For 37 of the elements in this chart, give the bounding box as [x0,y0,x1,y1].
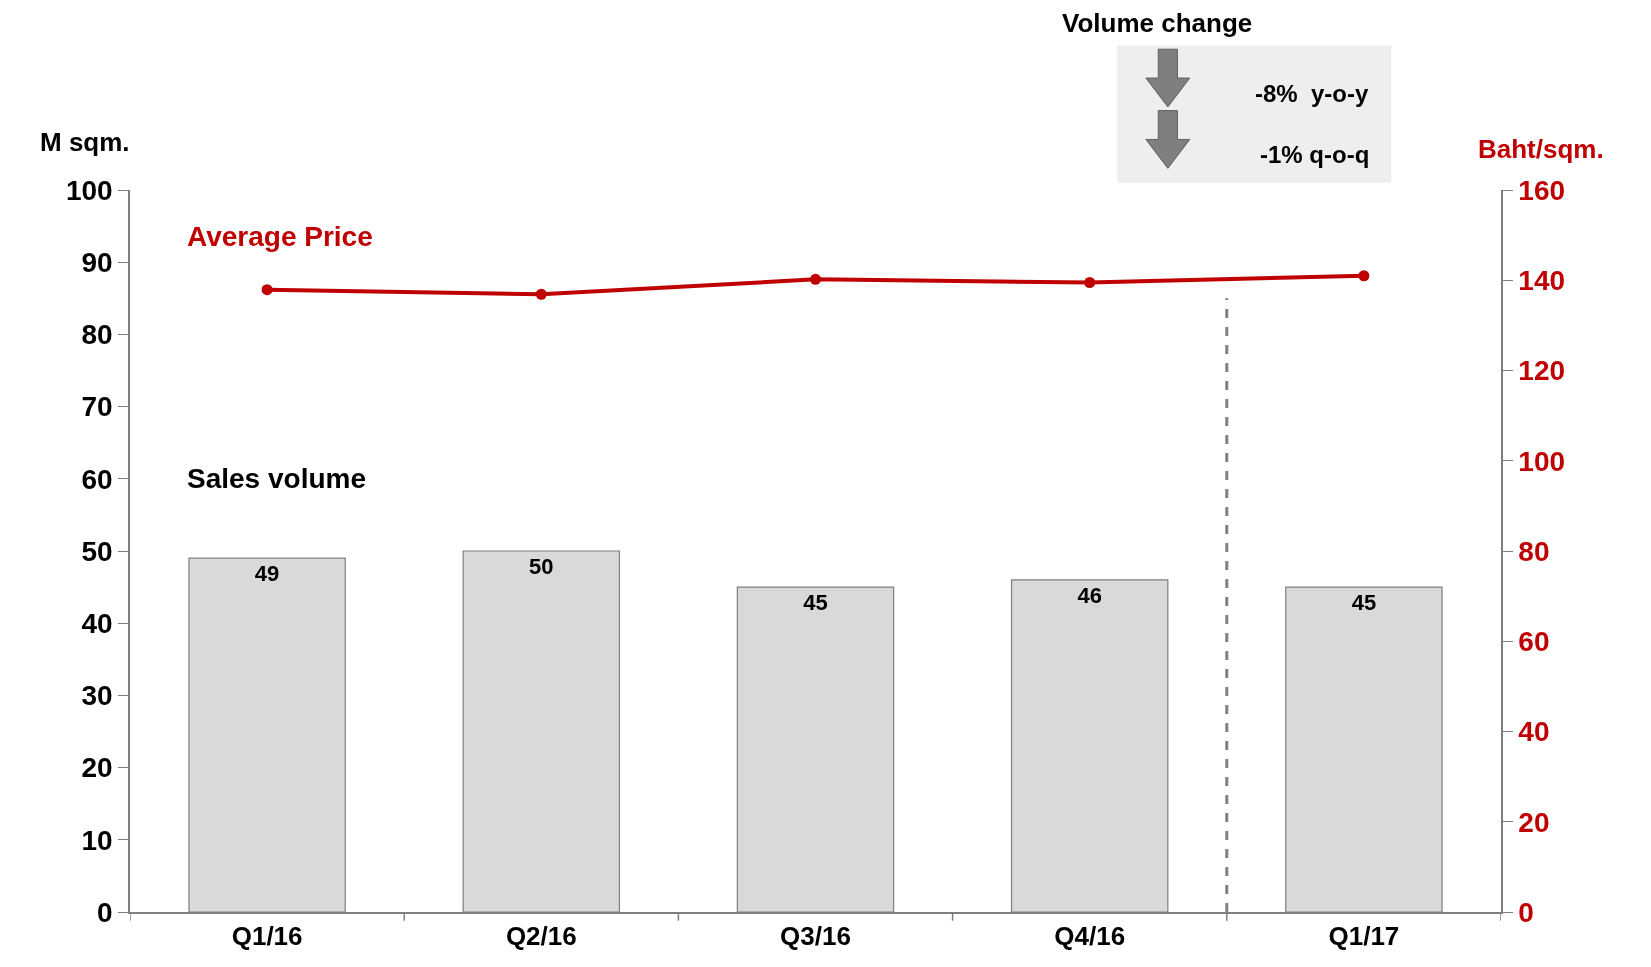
y-tick-label: 50 [81,535,113,567]
x-tick-label: Q4/16 [1054,920,1126,951]
y-axis-title: M sqm. [40,127,130,157]
y-tick-label: 80 [81,319,113,351]
text: Volume change [1062,8,1253,38]
y-tick-label: 100 [65,174,113,206]
y2-tick-label: 0 [1518,896,1534,928]
y2-axis-title: Baht/sqm. [1478,134,1604,164]
y-tick-label: 90 [81,247,113,278]
y2-tick-label: 40 [1518,716,1550,748]
x-tick-label: Q2/16 [505,920,577,951]
y-tick-label: 10 [81,824,113,856]
y2-tick-label: 60 [1518,626,1550,658]
x-tick-label: Q1/16 [231,920,303,951]
text: Sales volume [187,463,366,494]
y-tick-label: 60 [81,463,113,495]
data-label: 45 [803,590,828,616]
y2-tick-label: 80 [1518,535,1550,567]
data-label: 46 [1077,582,1102,608]
y2-tick-label: 140 [1518,265,1566,297]
data-label: 45 [1351,590,1377,616]
x-tick-label: Q3/16 [780,920,851,951]
y-tick-label: 0 [97,896,113,928]
data-label: 49 [254,561,280,587]
data-label: 50 [529,554,554,579]
text: -8% y-o-y [1255,80,1370,107]
x-tick-label: Q1/17 [1328,920,1400,951]
y-tick-label: 70 [81,391,113,423]
y-tick-label: 40 [81,608,113,639]
y2-tick-label: 120 [1518,355,1566,387]
y2-tick-label: 20 [1518,806,1550,838]
y2-tick-label: 160 [1518,174,1566,206]
text: -1% q-o-q [1260,141,1370,168]
y2-tick-label: 100 [1518,445,1566,477]
y-tick-label: 20 [81,752,113,784]
y-tick-label: 30 [81,680,113,712]
series-label: Average Price [187,221,373,252]
